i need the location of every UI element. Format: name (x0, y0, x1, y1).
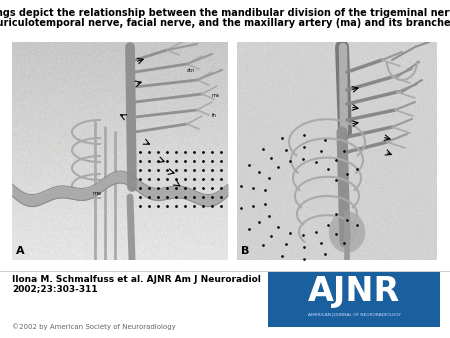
FancyBboxPatch shape (268, 272, 440, 327)
Text: A: A (16, 246, 25, 256)
Text: ©2002 by American Society of Neuroradiology: ©2002 by American Society of Neuroradiol… (12, 323, 176, 330)
Text: ma: ma (93, 191, 102, 196)
Text: AMERICAN JOURNAL OF NEURORADIOLOGY: AMERICAN JOURNAL OF NEURORADIOLOGY (307, 313, 400, 317)
Text: atn: atn (187, 68, 195, 73)
Text: fn: fn (212, 113, 217, 118)
Ellipse shape (329, 212, 364, 252)
Text: auriculotemporal nerve, facial nerve, and the maxillary artery (ma) and its bran: auriculotemporal nerve, facial nerve, an… (0, 18, 450, 28)
Text: Ilona M. Schmalfuss et al. AJNR Am J Neuroradiol: Ilona M. Schmalfuss et al. AJNR Am J Neu… (12, 275, 261, 284)
Text: 2002;23:303-311: 2002;23:303-311 (12, 284, 98, 293)
Text: AJNR: AJNR (308, 274, 400, 308)
Text: Drawings depict the relationship between the mandibular division of the trigemin: Drawings depict the relationship between… (0, 8, 450, 18)
Text: ma: ma (212, 93, 220, 98)
Text: B: B (241, 246, 249, 256)
